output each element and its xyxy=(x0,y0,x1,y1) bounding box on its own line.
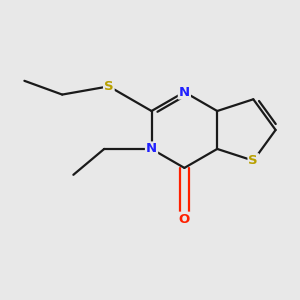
Text: O: O xyxy=(179,213,190,226)
Text: S: S xyxy=(248,154,258,167)
Text: S: S xyxy=(104,80,114,93)
Text: N: N xyxy=(179,85,190,98)
Text: N: N xyxy=(146,142,157,155)
